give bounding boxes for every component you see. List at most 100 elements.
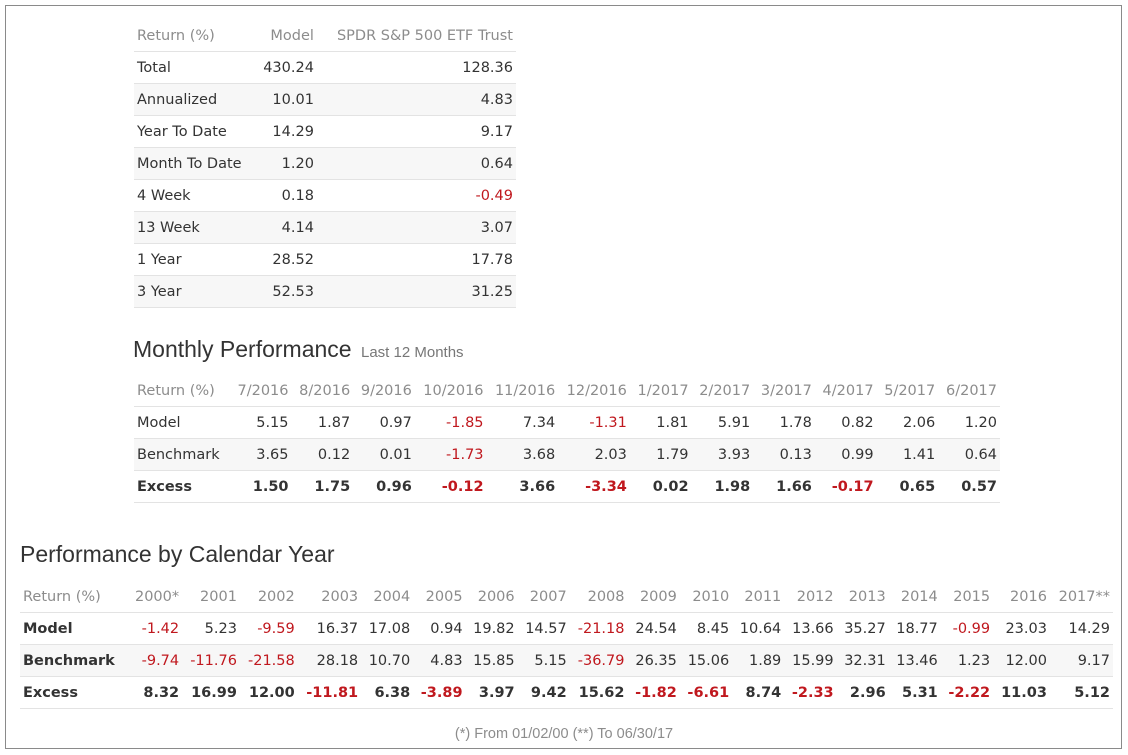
calendar-row: Model -1.42 5.23 -9.59 16.37 17.08 0.94 19.82 14… [20,612,1113,645]
return-value: 128.36 [316,51,516,84]
monthly-value: 3.93 [691,438,754,471]
calendar-value: 10.70 [361,644,414,677]
return-value: 17.78 [316,243,516,276]
column-header: 2009 [627,581,680,613]
calendar-value: 5.12 [1049,676,1113,709]
column-header: 2007 [517,581,570,613]
column-header: 2015 [940,581,994,613]
returns-row: Year To Date 14.29 9.17 [134,115,516,148]
calendar-row-label: Model [20,612,128,645]
calendar-value: 11.03 [993,676,1050,709]
return-value: 0.18 [254,179,317,212]
calendar-value: 32.31 [836,644,889,677]
column-header: 2006 [465,581,518,613]
return-value: 0.64 [316,147,516,180]
calendar-row: Benchmark -9.74 -11.76 -21.58 28.18 10.70 4.83… [20,644,1113,677]
monthly-value: -1.31 [558,406,630,439]
calendar-value: -2.22 [940,676,994,709]
calendar-value: -36.79 [569,644,628,677]
calendar-value: 12.00 [239,676,298,709]
calendar-value: -21.58 [239,644,298,677]
return-period-label: 1 Year [134,243,255,276]
column-header: 9/2016 [353,375,415,407]
calendar-header-row: Return (%) 2000* 2001 2002 2003 2004 2005 2006 2… [20,581,1113,613]
calendar-value: 4.83 [413,644,466,677]
column-header: 2004 [361,581,414,613]
column-header: 8/2016 [291,375,354,407]
calendar-value: 9.42 [517,676,570,709]
calendar-value: 13.46 [888,644,941,677]
return-period-label: Total [134,51,255,84]
calendar-value: 0.94 [413,612,466,645]
calendar-value: 8.45 [679,612,733,645]
column-header: 2002 [239,581,298,613]
monthly-value: 0.02 [629,470,692,503]
monthly-performance-title: Monthly Performance Last 12 Months [133,336,464,363]
column-header: 3/2017 [753,375,815,407]
content-frame [5,5,1122,749]
monthly-value: 5.91 [691,406,754,439]
column-header: 2013 [836,581,889,613]
calendar-value: -21.18 [569,612,628,645]
monthly-value: 5.15 [229,406,292,439]
calendar-value: 15.62 [569,676,628,709]
column-header: 1/2017 [629,375,692,407]
calendar-value: 26.35 [627,644,680,677]
column-header: 2016 [993,581,1050,613]
calendar-value: 13.66 [784,612,837,645]
calendar-value: 1.89 [732,644,785,677]
monthly-value: 1.50 [229,470,292,503]
monthly-value: 3.66 [486,470,559,503]
monthly-value: 0.01 [353,438,415,471]
returns-header-cell: Model [254,20,317,52]
monthly-value: 0.82 [814,406,877,439]
return-value: 430.24 [254,51,317,84]
monthly-value: -0.12 [414,470,487,503]
monthly-value: 1.98 [691,470,754,503]
monthly-value: 1.20 [938,406,1000,439]
calendar-value: -1.82 [627,676,680,709]
calendar-value: 14.29 [1049,612,1113,645]
calendar-value: 2.96 [836,676,889,709]
calendar-value: 15.85 [465,644,518,677]
calendar-row: Excess 8.32 16.99 12.00 -11.81 6.38 -3.89 3.97 9… [20,676,1113,709]
returns-header-cell: SPDR S&P 500 ETF Trust [316,20,516,52]
returns-row: Month To Date 1.20 0.64 [134,147,516,180]
monthly-value: 0.64 [938,438,1000,471]
column-header: 4/2017 [814,375,877,407]
monthly-title-text: Monthly Performance [133,336,352,362]
returns-row: 4 Week 0.18 -0.49 [134,179,516,212]
column-header: 2014 [888,581,941,613]
monthly-value: 1.87 [291,406,354,439]
returns-row: 13 Week 4.14 3.07 [134,211,516,244]
monthly-value: -0.17 [814,470,877,503]
return-period-label: 3 Year [134,275,255,308]
monthly-value: 1.41 [876,438,939,471]
monthly-row: Model 5.15 1.87 0.97 -1.85 7.34 -1.31 1.81 5.91 1… [134,406,1000,439]
monthly-value: 1.79 [629,438,692,471]
calendar-value: 24.54 [627,612,680,645]
monthly-value: 1.75 [291,470,354,503]
return-value: 1.20 [254,147,317,180]
calendar-footnote: (*) From 01/02/00 (**) To 06/30/17 [454,726,674,742]
calendar-value: 28.18 [297,644,362,677]
monthly-value: 2.06 [876,406,939,439]
monthly-value: 0.57 [938,470,1000,503]
monthly-value: 0.13 [753,438,815,471]
calendar-value: 23.03 [993,612,1050,645]
calendar-value: 16.99 [182,676,240,709]
monthly-value: 0.96 [353,470,415,503]
return-value: 9.17 [316,115,516,148]
monthly-value: 7.34 [486,406,559,439]
return-value: 4.83 [316,83,516,116]
return-value: 52.53 [254,275,317,308]
column-header: 5/2017 [876,375,939,407]
monthly-value: 1.66 [753,470,815,503]
calendar-value: -9.74 [127,644,183,677]
monthly-row-label: Benchmark [134,438,230,471]
calendar-value: -3.89 [413,676,466,709]
calendar-value: -2.33 [784,676,837,709]
column-header: 2005 [413,581,466,613]
calendar-value: 15.99 [784,644,837,677]
monthly-row-label: Model [134,406,230,439]
